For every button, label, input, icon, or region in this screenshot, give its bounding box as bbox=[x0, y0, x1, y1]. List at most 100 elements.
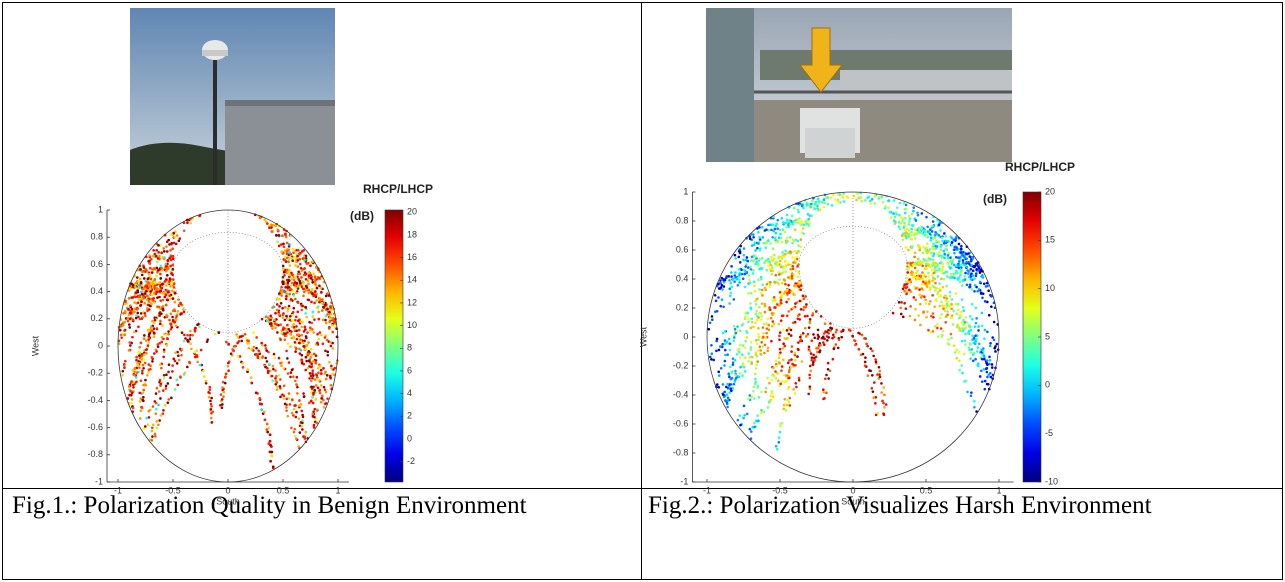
scatter-dot bbox=[312, 272, 316, 276]
scatter-dot bbox=[159, 319, 162, 323]
scatter-dot bbox=[188, 337, 192, 341]
scatter-dot bbox=[978, 280, 982, 284]
scatter-dot bbox=[288, 243, 291, 246]
scatter-dot bbox=[274, 326, 277, 330]
scatter-dot bbox=[768, 283, 772, 287]
scatter-dot bbox=[909, 233, 913, 237]
scatter-dot bbox=[899, 306, 903, 310]
scatter-dot bbox=[871, 349, 874, 353]
scatter-dot bbox=[138, 400, 142, 403]
scatter-dot bbox=[759, 352, 762, 356]
scatter-dot bbox=[913, 251, 917, 255]
scatter-dot bbox=[903, 224, 906, 227]
scatter-dot bbox=[950, 236, 954, 240]
scatter-dot bbox=[134, 282, 138, 285]
scatter-dot bbox=[906, 268, 910, 271]
scatter-dot bbox=[980, 269, 983, 272]
scatter-dot bbox=[794, 283, 797, 287]
scatter-dot bbox=[808, 364, 812, 368]
scatter-dot bbox=[139, 281, 143, 285]
scatter-dot bbox=[167, 332, 170, 336]
scatter-dot bbox=[732, 298, 736, 301]
scatter-dot bbox=[785, 337, 788, 341]
scatter-dot bbox=[823, 322, 827, 326]
scatter-dot bbox=[171, 254, 175, 258]
scatter-dot bbox=[165, 315, 168, 318]
scatter-dot bbox=[786, 361, 790, 365]
scatter-dot bbox=[786, 262, 790, 265]
scatter-dot bbox=[159, 299, 163, 302]
scatter-dot bbox=[950, 261, 954, 265]
scatter-dot bbox=[959, 251, 963, 254]
scatter-dot bbox=[768, 381, 771, 385]
scatter-dot bbox=[127, 385, 131, 388]
scatter-dot bbox=[802, 232, 805, 235]
scatter-dot bbox=[155, 420, 158, 423]
scatter-dot bbox=[298, 258, 301, 261]
scatter-dot bbox=[137, 315, 140, 319]
scatter-dot bbox=[769, 316, 773, 320]
scatter-dot bbox=[772, 322, 776, 326]
scatter-dot bbox=[797, 244, 800, 247]
scatter-dot bbox=[972, 352, 976, 355]
scatter-dot bbox=[778, 278, 781, 281]
scatter-dot bbox=[774, 376, 778, 380]
scatter-dot bbox=[967, 275, 971, 279]
scatter-dot bbox=[825, 373, 828, 377]
scatter-dot bbox=[146, 309, 149, 313]
scatter-dot bbox=[279, 378, 282, 381]
scatter-dot bbox=[736, 325, 739, 328]
scatter-dot bbox=[714, 299, 718, 303]
scatter-dot bbox=[941, 262, 945, 266]
scatter-dot bbox=[159, 384, 162, 388]
scatter-dot bbox=[940, 236, 944, 240]
scatter-dot bbox=[732, 324, 736, 328]
y-tick-label: 0.2 bbox=[676, 302, 689, 312]
scatter-dot bbox=[318, 389, 321, 392]
scatter-dot bbox=[272, 326, 275, 329]
scatter-dot bbox=[957, 266, 961, 270]
scatter-dot bbox=[741, 277, 745, 280]
scatter-dot bbox=[757, 335, 761, 339]
scatter-dot bbox=[158, 378, 162, 382]
scatter-dot bbox=[832, 333, 835, 337]
scatter-dot bbox=[961, 259, 965, 262]
scatter-dot bbox=[927, 280, 931, 284]
scatter-dot bbox=[809, 205, 813, 209]
scatter-dot bbox=[802, 297, 806, 301]
scatter-dot bbox=[985, 382, 989, 386]
scatter-dot bbox=[863, 337, 866, 340]
scatter-dot bbox=[829, 326, 832, 330]
scatter-dot bbox=[973, 290, 976, 293]
scatter-dot bbox=[301, 287, 305, 291]
scatter-dot bbox=[292, 375, 295, 378]
scatter-dot bbox=[739, 423, 742, 427]
scatter-dot bbox=[158, 380, 161, 384]
scatter-dot bbox=[317, 337, 321, 341]
scatter-dot bbox=[770, 255, 773, 259]
scatter-dot bbox=[923, 258, 927, 262]
scatter-dot bbox=[244, 337, 248, 340]
scatter-dot bbox=[298, 338, 302, 341]
scatter-dot bbox=[822, 343, 826, 346]
scatter-dot bbox=[774, 359, 778, 363]
scatter-dot bbox=[949, 266, 952, 270]
scatter-dot bbox=[292, 278, 296, 282]
scatter-dot bbox=[770, 228, 773, 232]
scatter-dot bbox=[302, 281, 305, 285]
scatter-dot bbox=[970, 302, 974, 306]
scatter-dot bbox=[279, 361, 282, 365]
scatter-dot bbox=[326, 353, 330, 357]
scatter-dot bbox=[145, 416, 148, 420]
scatter-dot bbox=[990, 305, 993, 308]
scatter-dot bbox=[730, 275, 733, 278]
y-tick-label: 1 bbox=[683, 186, 688, 196]
scatter-dot bbox=[717, 370, 721, 374]
scatter-dot bbox=[916, 257, 920, 261]
scatter-dot bbox=[225, 340, 228, 344]
scatter-dot bbox=[329, 304, 332, 308]
scatter-dot bbox=[317, 371, 320, 375]
scatter-dot bbox=[174, 324, 178, 328]
scatter-dot bbox=[712, 358, 716, 362]
scatter-dot bbox=[795, 255, 798, 259]
